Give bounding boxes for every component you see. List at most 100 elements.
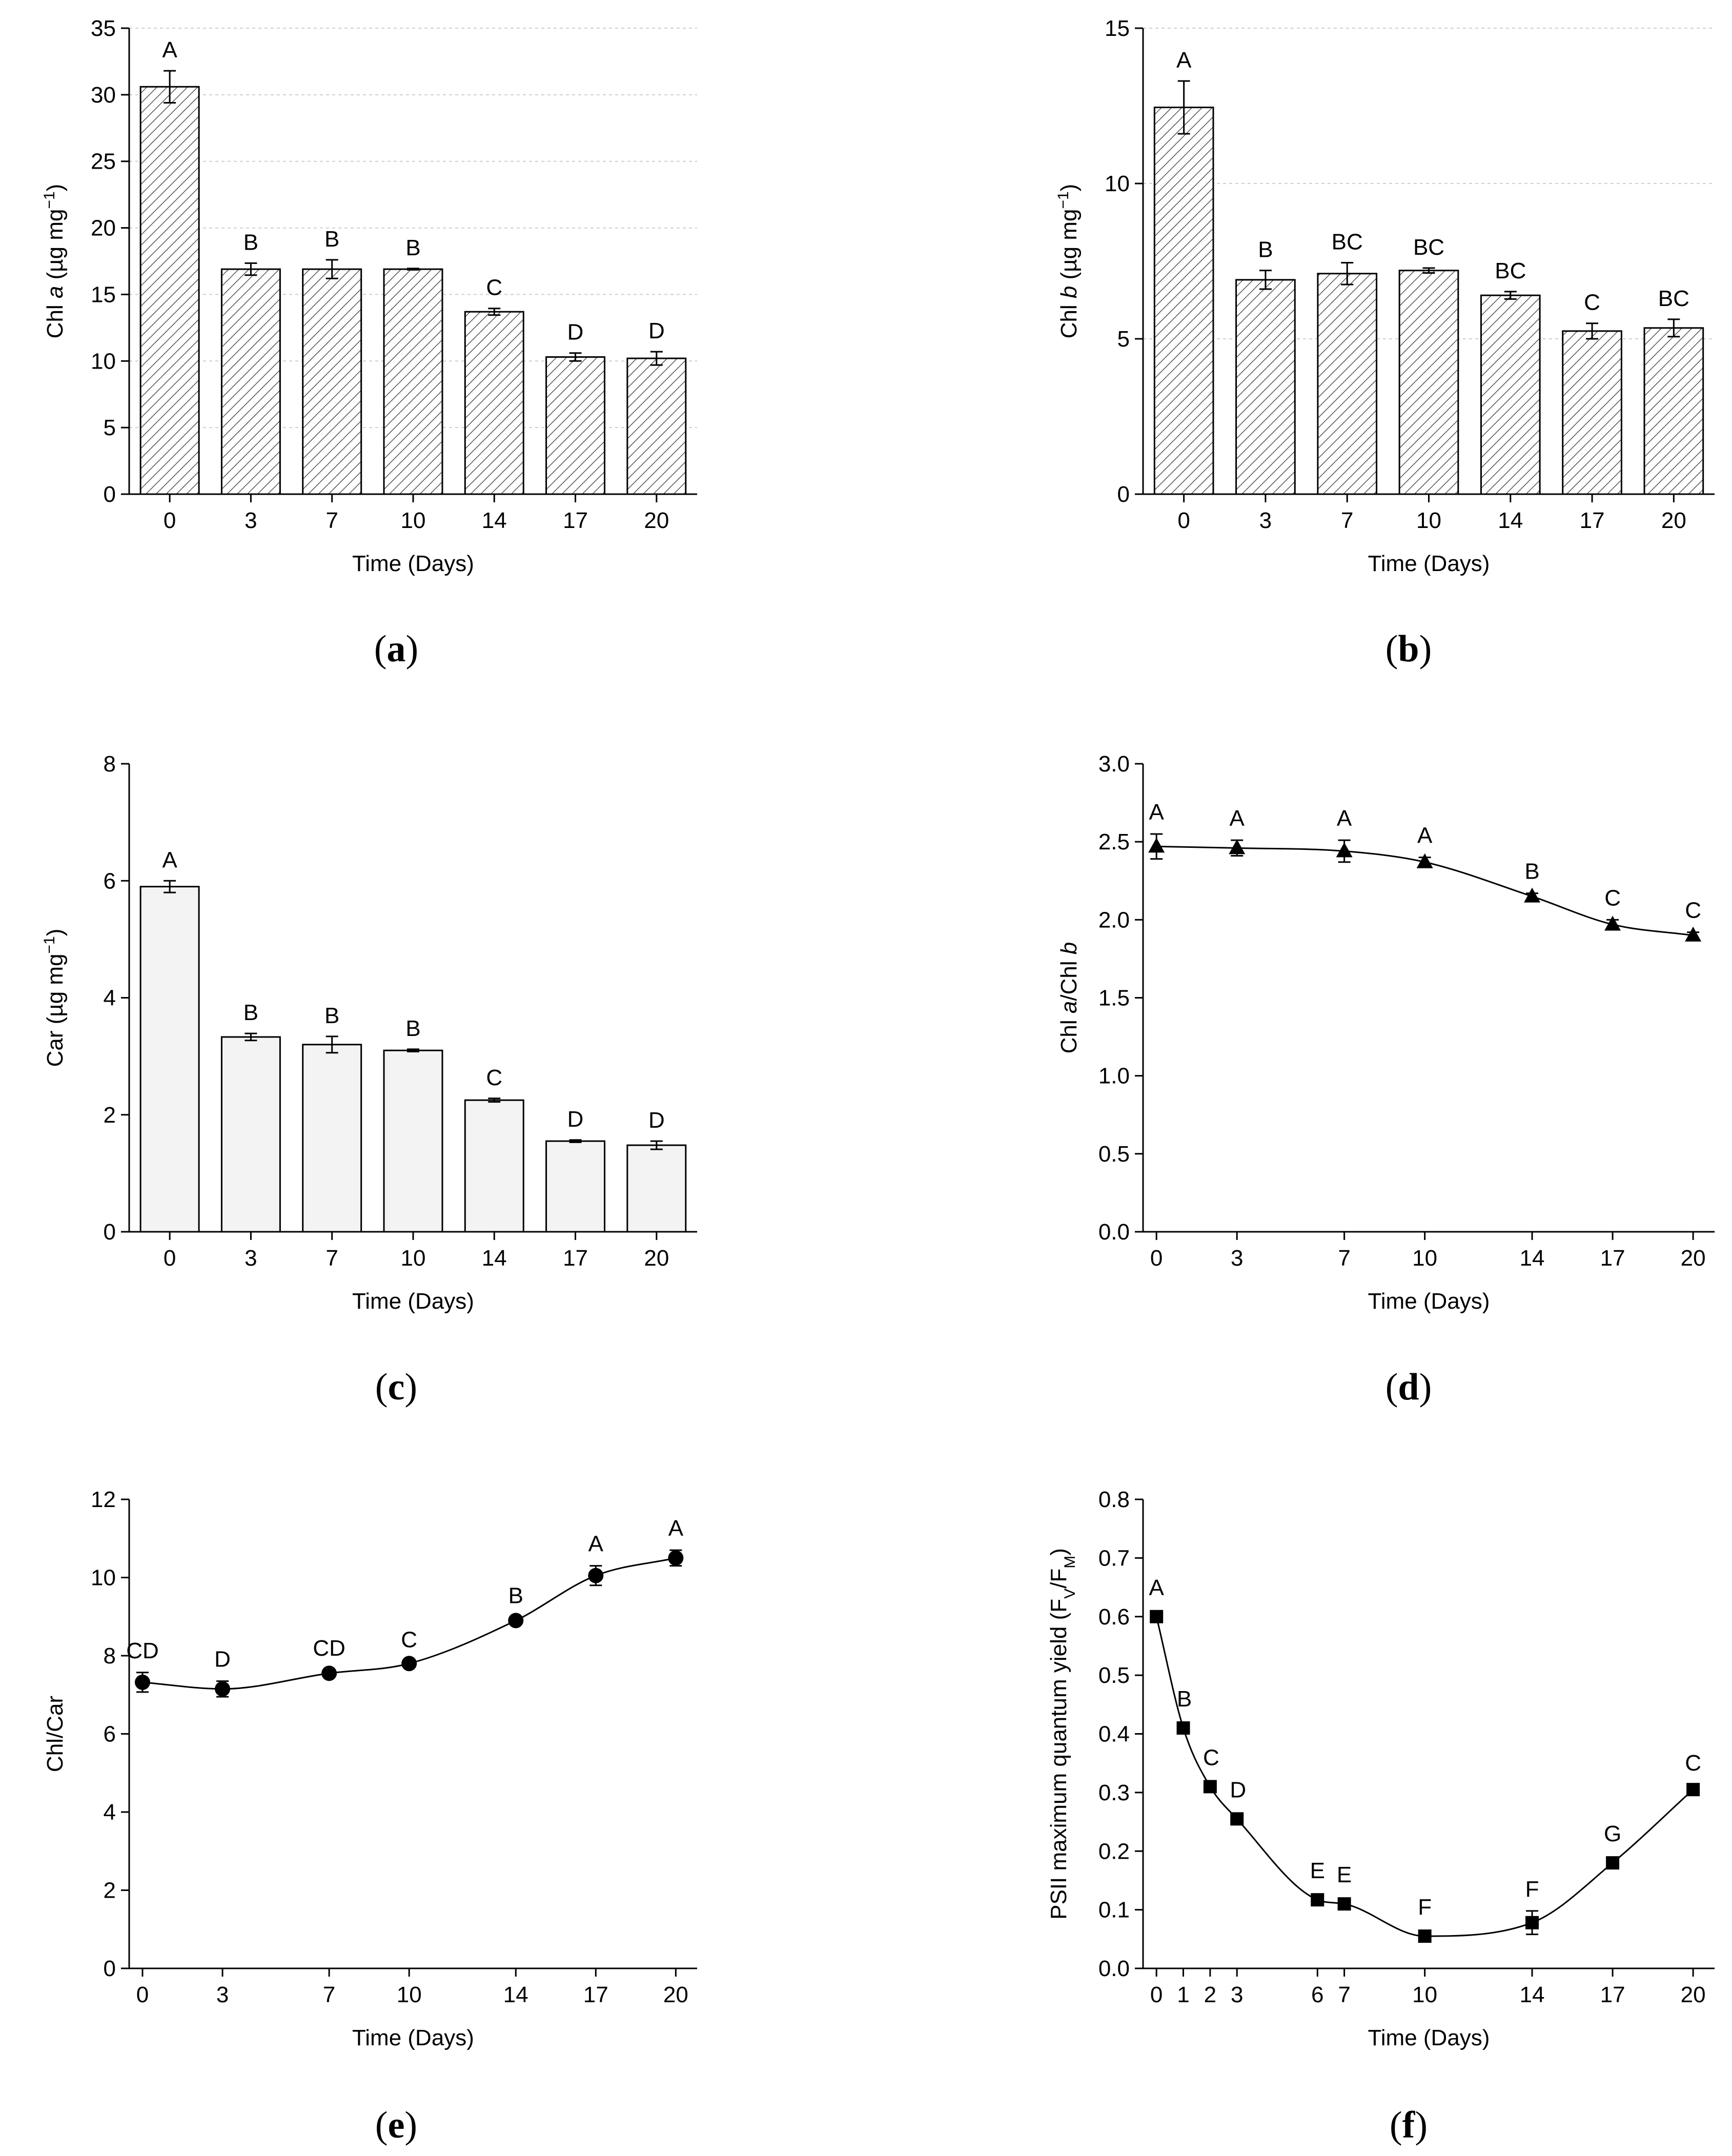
bar <box>545 356 606 495</box>
y-tick-label: 25 <box>91 149 116 174</box>
bar <box>1480 294 1541 495</box>
significance-letter: A <box>668 1516 684 1541</box>
significance-letter: BC <box>1495 258 1526 283</box>
data-point <box>1148 838 1165 853</box>
data-point <box>588 1568 604 1583</box>
panel-caption: (c) <box>375 1366 417 1408</box>
data-point <box>1525 1916 1539 1929</box>
y-tick-label: 5 <box>104 415 116 440</box>
y-tick-label: 2.0 <box>1098 907 1130 932</box>
significance-letter: C <box>486 1065 502 1090</box>
panel-c: 0 2 4 6 8 0 3 7 10 14 17 20 Time (Days) Car (µg mg−1)… <box>41 751 697 1408</box>
x-tick-label: 20 <box>1661 508 1686 533</box>
significance-letter: F <box>1418 1895 1432 1920</box>
y-tick-label: 10 <box>91 1565 116 1591</box>
panel-b: 0 5 10 15 0 3 7 10 14 17 20 Time (Days) Chl b (µg mg… <box>1055 16 1715 670</box>
panel-caption: (a) <box>374 628 418 670</box>
significance-letter: A <box>1417 823 1433 848</box>
x-tick-label: 14 <box>1520 1246 1545 1271</box>
y-tick-label: 6 <box>104 1722 116 1747</box>
significance-letter: A <box>1176 48 1192 73</box>
data-point <box>1203 1780 1217 1794</box>
bar <box>545 1140 606 1233</box>
data-point <box>135 1674 151 1690</box>
y-tick-label: 20 <box>91 216 116 241</box>
data-point <box>668 1550 684 1566</box>
significance-letter: C <box>1685 1751 1701 1776</box>
y-tick-label: 0 <box>1117 482 1130 507</box>
significance-letter: D <box>567 1107 584 1132</box>
y-tick-label: 8 <box>104 751 116 777</box>
significance-letter: D <box>214 1647 231 1672</box>
y-tick-label: 35 <box>91 16 116 41</box>
data-point <box>1685 926 1702 942</box>
significance-letter: B <box>405 1016 420 1041</box>
significance-letter: BC <box>1413 235 1444 260</box>
y-axis-label: Chl a/Chl b <box>1056 942 1082 1054</box>
y-tick-label: 0.8 <box>1098 1487 1130 1512</box>
panel-f: 0.0 0.1 0.2 0.3 0.4 0.5 0.6 0.7 0.8 0 1 2 3 6 7 10 14 17 2… <box>1046 1487 1715 2146</box>
significance-letter: C <box>1604 885 1621 910</box>
significance-letter: D <box>567 320 584 345</box>
data-point <box>401 1656 417 1672</box>
data-point <box>215 1681 231 1697</box>
bar <box>1153 107 1214 495</box>
x-tick-label: 14 <box>1520 1982 1545 2007</box>
bar <box>220 1036 281 1233</box>
significance-letter: A <box>162 847 177 872</box>
significance-letter: B <box>508 1583 523 1608</box>
data-point <box>1686 1783 1700 1797</box>
significance-letter: B <box>1177 1686 1192 1712</box>
significance-letter: B <box>243 230 258 255</box>
significance-letter: F <box>1525 1877 1539 1902</box>
y-tick-label: 0.5 <box>1098 1142 1130 1167</box>
y-tick-label: 6 <box>104 868 116 893</box>
data-point <box>1418 1929 1432 1943</box>
data-point <box>1230 1812 1244 1826</box>
y-tick-label: 10 <box>1105 171 1130 196</box>
x-tick-label: 0 <box>136 1982 149 2007</box>
significance-letter: B <box>243 1000 258 1025</box>
y-tick-label: 0.0 <box>1098 1219 1130 1245</box>
data-point <box>1311 1893 1325 1907</box>
x-tick-label: 10 <box>401 1246 426 1271</box>
x-tick-label: 20 <box>663 1982 688 2007</box>
y-tick-label: 0.3 <box>1098 1780 1130 1805</box>
x-tick-label: 14 <box>503 1982 528 2007</box>
significance-letter: CD <box>313 1636 345 1661</box>
x-tick-label: 17 <box>563 1246 588 1271</box>
y-tick-label: 0 <box>104 1219 116 1245</box>
data-point <box>1606 1856 1620 1870</box>
y-axis-label: Chl/Car <box>43 1696 68 1772</box>
x-tick-label: 7 <box>325 508 338 533</box>
panel-d: 0.0 0.5 1.0 1.5 2.0 2.5 3.0 0 3 7 10 14 17 20 Time (Da… <box>1056 751 1715 1408</box>
bar <box>464 1099 524 1233</box>
y-tick-label: 1.0 <box>1098 1064 1130 1089</box>
x-tick-label: 6 <box>1311 1982 1323 2007</box>
x-tick-label: 10 <box>401 508 426 533</box>
x-tick-label: 20 <box>644 1246 669 1271</box>
x-tick-label: 17 <box>563 508 588 533</box>
y-tick-label: 0.6 <box>1098 1604 1130 1630</box>
data-point <box>1524 887 1541 903</box>
y-tick-label: 2.5 <box>1098 829 1130 855</box>
x-tick-label: 1 <box>1177 1982 1189 2007</box>
data-point <box>1416 853 1433 868</box>
y-tick-label: 8 <box>104 1643 116 1669</box>
y-tick-label: 0.7 <box>1098 1545 1130 1571</box>
x-tick-label: 17 <box>1580 508 1605 533</box>
bar <box>1398 270 1459 495</box>
x-tick-label: 14 <box>482 508 507 533</box>
x-tick-label: 10 <box>1412 1246 1437 1271</box>
panel-a: 0 5 10 15 20 25 30 35 0 3 7 10 14 17 20 Time (Days) Chl … <box>41 16 697 670</box>
bar <box>1643 327 1704 495</box>
x-axis-label: Time (Days) <box>1368 1289 1490 1314</box>
x-tick-label: 10 <box>397 1982 422 2007</box>
x-tick-label: 20 <box>1681 1246 1706 1271</box>
x-tick-label: 0 <box>1150 1246 1163 1271</box>
x-tick-label: 17 <box>583 1982 608 2007</box>
data-point <box>1336 842 1353 858</box>
y-tick-label: 2 <box>104 1103 116 1128</box>
significance-letter: A <box>588 1532 604 1557</box>
